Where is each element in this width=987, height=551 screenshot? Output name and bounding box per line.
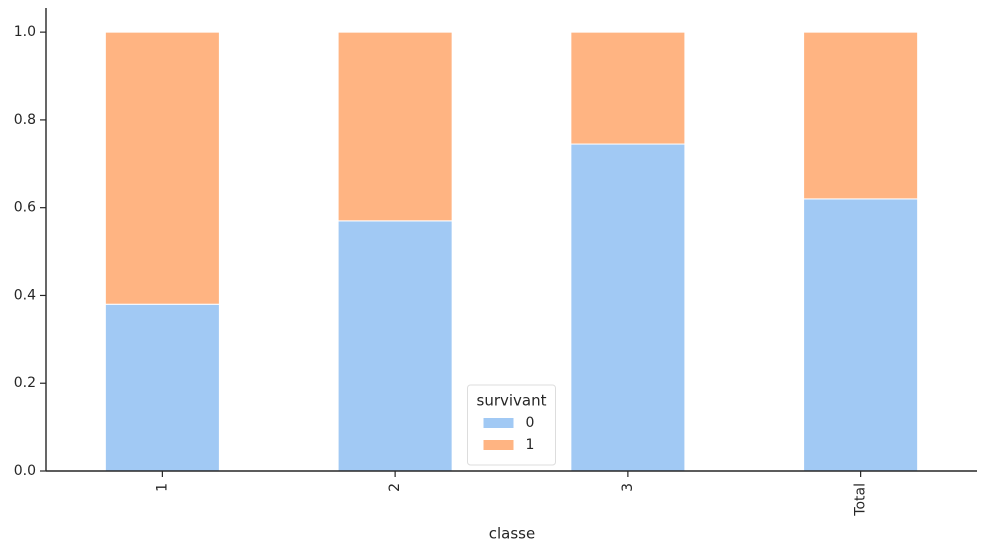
x-axis-label: classe xyxy=(489,525,535,543)
bar-segment xyxy=(337,220,453,472)
x-tick-label: 1 xyxy=(154,483,170,492)
x-tick-label: 2 xyxy=(387,483,403,492)
bar-segment xyxy=(104,303,220,472)
legend-label: 0 xyxy=(526,415,535,431)
bar-segment xyxy=(803,31,919,200)
y-tick-label: 0.6 xyxy=(14,200,36,216)
bar-segment xyxy=(337,31,453,222)
legend-title: survivant xyxy=(477,392,547,410)
bar-segment xyxy=(570,143,686,472)
legend-swatch xyxy=(483,440,514,450)
x-tick-label: 3 xyxy=(620,483,636,492)
legend-swatch xyxy=(483,418,514,428)
legend-label: 1 xyxy=(526,437,535,453)
y-tick-label: 0.0 xyxy=(14,463,36,479)
x-tick-label: Total xyxy=(853,483,869,517)
bar-segment xyxy=(570,31,686,145)
bar-segment xyxy=(803,198,919,472)
bar-segment xyxy=(104,31,220,305)
y-tick-label: 1.0 xyxy=(14,24,36,40)
y-tick-label: 0.8 xyxy=(14,112,36,128)
legend: survivant 0 1 xyxy=(467,384,556,466)
y-tick-label: 0.2 xyxy=(14,375,36,391)
y-tick-label: 0.4 xyxy=(14,287,36,303)
